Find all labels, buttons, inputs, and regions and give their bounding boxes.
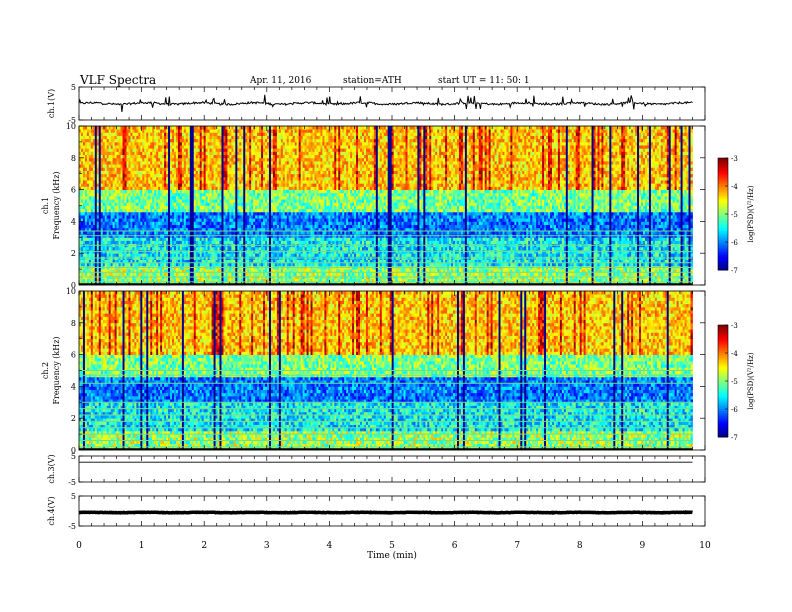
ch1-waveform: 5-5ch.1(V) [47, 83, 705, 125]
ch1-waveform-trace [79, 95, 693, 112]
start-time-label: start UT = 11: 50: 1 [438, 76, 530, 86]
station-label: station=ATH [343, 76, 402, 86]
y-axis-label: ch.1(V) [47, 89, 56, 118]
figure-title: VLF Spectra [79, 73, 156, 87]
date-label: Apr. 11, 2016 [249, 76, 312, 86]
vlf-figure: VLF Spectra Apr. 11, 2016 station=ATH st… [0, 0, 792, 612]
y-tick-label: 5 [71, 83, 76, 92]
